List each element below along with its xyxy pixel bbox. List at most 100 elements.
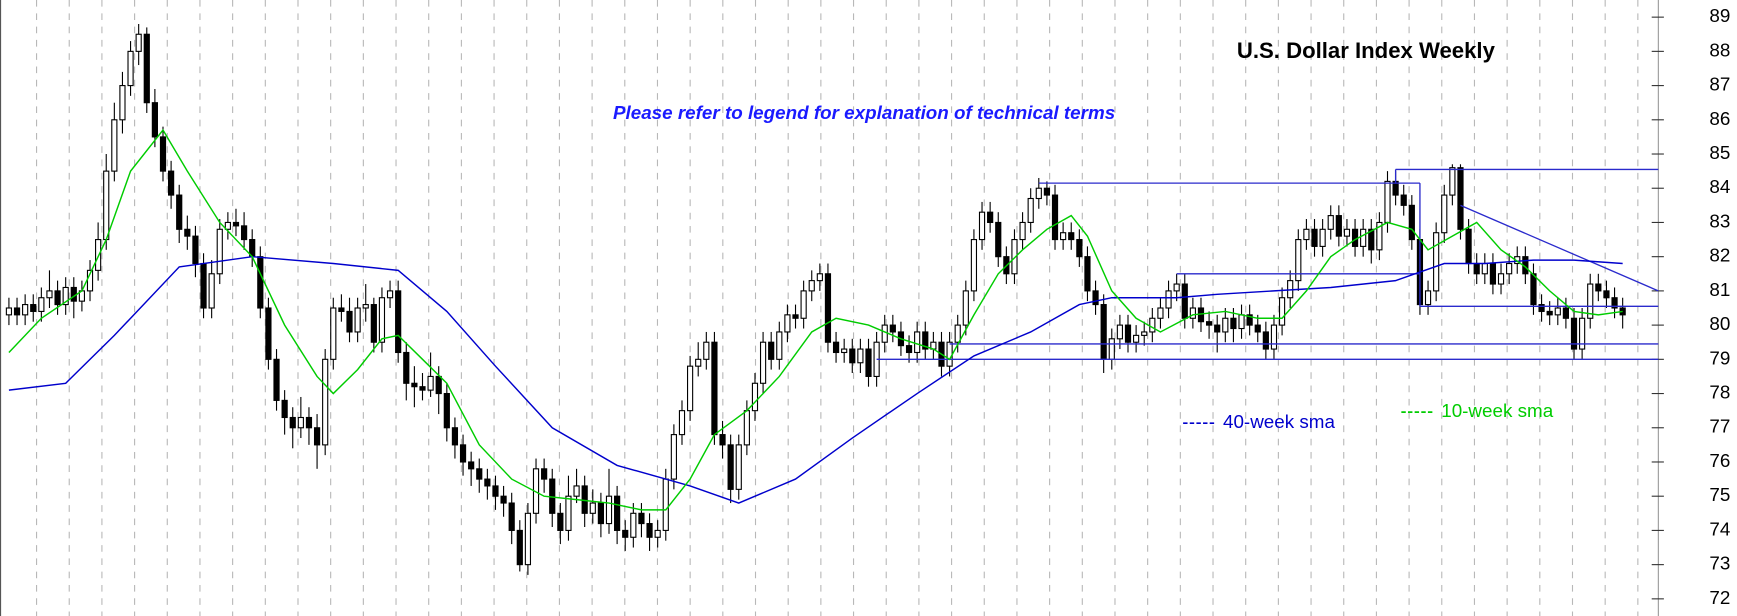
y-tick-label: 74: [1709, 518, 1730, 539]
candle-body: [1368, 228, 1375, 251]
marks: [5, 23, 1659, 575]
candle-body: [573, 485, 580, 497]
candle-body: [1084, 256, 1091, 292]
candle-body: [135, 33, 142, 52]
y-tick-label: 86: [1709, 108, 1730, 129]
candle-body: [484, 478, 491, 487]
candle-body: [492, 485, 499, 497]
candle-body: [38, 297, 45, 312]
candle-body: [1473, 262, 1480, 275]
y-tick-label: 72: [1709, 587, 1730, 608]
candle-body: [95, 239, 102, 271]
candle-body: [1343, 228, 1351, 237]
candle-body: [1141, 331, 1148, 336]
candle-body: [143, 33, 150, 104]
candle-body: [614, 495, 621, 531]
candle-body: [735, 444, 742, 490]
candle-body: [395, 290, 402, 354]
candle-body: [1165, 290, 1172, 309]
candle-body: [451, 427, 459, 446]
candle-body: [962, 290, 969, 326]
candle-body: [1554, 307, 1561, 316]
candle-body: [216, 228, 223, 275]
candle-body: [703, 341, 710, 360]
candle-body: [1562, 307, 1570, 319]
candle-body: [946, 341, 953, 367]
candle-body: [784, 314, 791, 333]
candle-body: [987, 211, 994, 224]
candle-body: [273, 358, 280, 401]
grid: [36, 0, 1664, 616]
candle-body: [727, 444, 734, 490]
candle-body: [297, 416, 304, 429]
candle-body: [459, 444, 467, 463]
candle-body: [743, 410, 750, 446]
candle-body: [1173, 283, 1180, 292]
candle-body: [776, 331, 783, 360]
candle-body: [1506, 262, 1513, 275]
y-tick-label: 85: [1709, 142, 1730, 163]
candle-body: [605, 495, 613, 525]
candle-body: [330, 307, 337, 360]
candle-body: [403, 351, 410, 384]
y-tick-label: 73: [1709, 553, 1730, 574]
candle-body: [354, 307, 361, 333]
candle-body: [792, 314, 799, 319]
candle-body: [119, 85, 126, 121]
candle-body: [905, 345, 913, 354]
candle-body: [1230, 317, 1237, 330]
candle-body: [1319, 228, 1326, 247]
candle-body: [686, 365, 694, 412]
candle-body: [500, 495, 507, 504]
chart-title: U.S. Dollar Index Weekly: [1237, 38, 1496, 63]
candle-body: [768, 341, 775, 360]
candle-body: [1116, 324, 1123, 340]
candle-body: [13, 307, 21, 316]
candle-body: [1092, 290, 1099, 306]
candle-body: [541, 468, 548, 480]
candle-body: [176, 194, 183, 230]
y-tick-label: 84: [1709, 176, 1730, 197]
candle-body: [808, 280, 815, 292]
chart-subtitle: Please refer to legend for explanation o…: [613, 102, 1115, 123]
candle-body: [711, 341, 718, 436]
y-tick-label: 81: [1709, 279, 1730, 300]
candle-body: [1068, 232, 1075, 241]
candle-body: [1205, 321, 1213, 326]
trend-line: [1460, 204, 1659, 292]
candle-body: [751, 382, 759, 412]
candle-body: [313, 427, 321, 446]
candle-body: [111, 119, 118, 172]
candle-body: [346, 310, 353, 333]
candle-body: [419, 386, 426, 391]
candle-body: [1133, 334, 1140, 343]
candle-body: [1157, 307, 1164, 319]
candle-body: [103, 170, 110, 241]
candle-body: [386, 290, 394, 299]
candle-body: [435, 375, 442, 395]
candle-body: [1238, 314, 1245, 330]
candle-body: [646, 523, 653, 538]
candle-body: [411, 382, 418, 388]
candle-body: [1538, 304, 1545, 312]
y-tick-label: 82: [1709, 245, 1730, 266]
candle-body: [865, 348, 872, 377]
candle-body: [22, 304, 29, 316]
candle-body: [849, 348, 856, 364]
candle-body: [46, 290, 53, 299]
candle-body: [1124, 324, 1132, 343]
y-tick-label: 83: [1709, 210, 1730, 231]
candle-body: [468, 461, 475, 470]
candle-body: [914, 331, 921, 354]
candle-body: [443, 392, 450, 429]
candle-body: [1051, 194, 1059, 241]
candle-body: [1489, 262, 1497, 285]
candle-body: [370, 304, 377, 343]
candle-body: [630, 512, 637, 538]
candle-body: [1408, 204, 1415, 241]
candle-body: [54, 290, 61, 306]
candle-body: [168, 170, 175, 196]
candle-body: [638, 512, 645, 525]
candle-body: [1043, 187, 1051, 196]
candle-body: [1011, 239, 1018, 275]
